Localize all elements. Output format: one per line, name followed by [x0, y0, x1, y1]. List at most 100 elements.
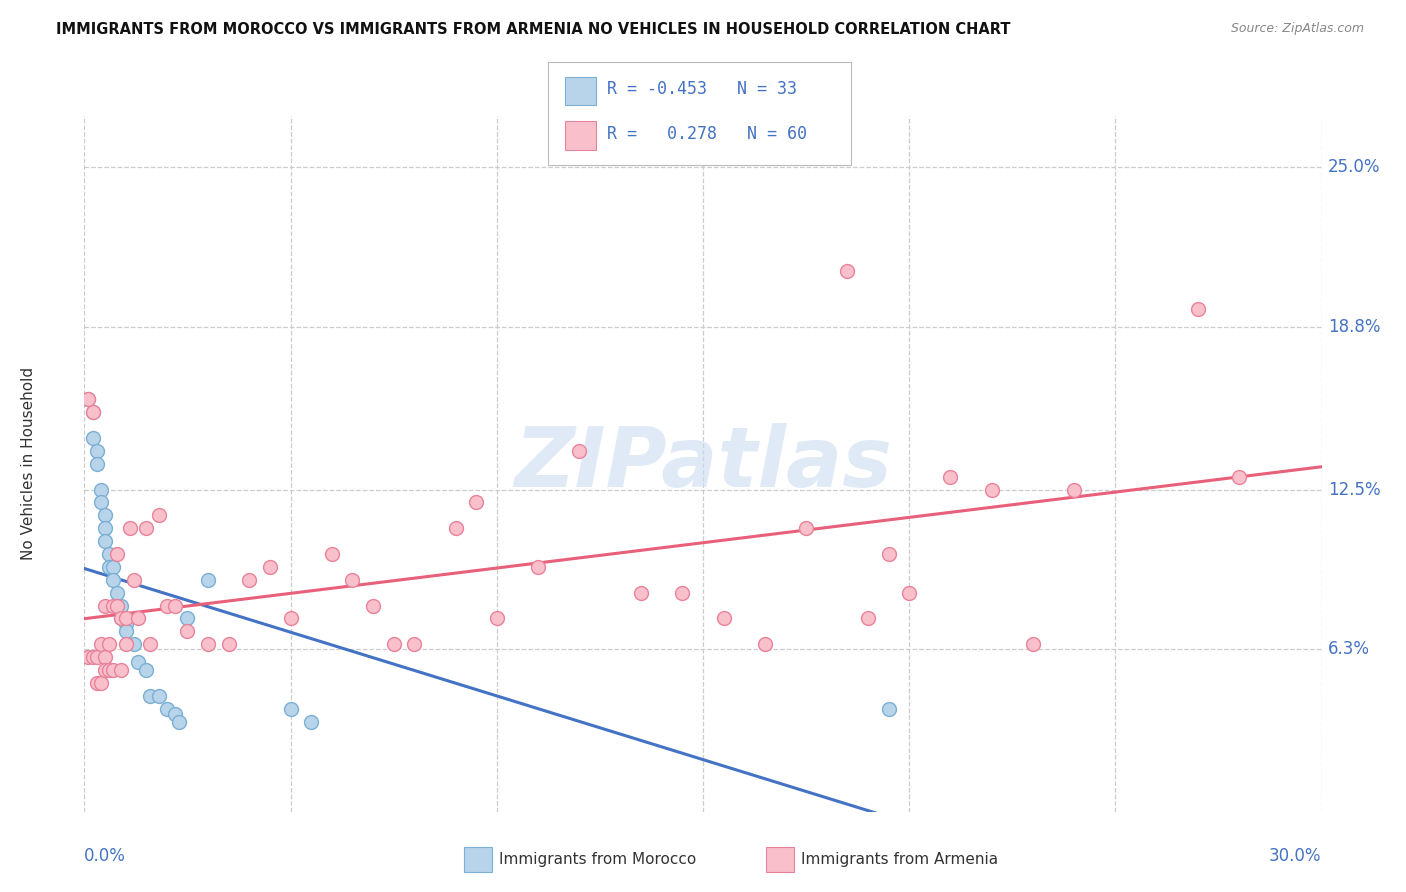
Text: Immigrants from Morocco: Immigrants from Morocco [499, 853, 696, 867]
Point [114, 616, 136, 631]
Point [135, 521, 157, 535]
Point [105, 547, 128, 561]
Point [1187, 302, 1209, 317]
Point [77, 392, 100, 407]
Point [980, 483, 1002, 497]
Point [77, 392, 100, 407]
Point [82, 405, 104, 419]
Point [167, 714, 190, 729]
Point [176, 624, 198, 639]
Point [127, 611, 149, 625]
Point [103, 599, 125, 613]
Point [135, 663, 157, 677]
Point [86, 457, 108, 471]
Text: 6.3%: 6.3% [1327, 640, 1369, 658]
Point [110, 611, 132, 625]
Point [485, 611, 508, 625]
Point [105, 599, 128, 613]
Point [342, 573, 364, 587]
Point [90, 483, 112, 497]
Point [82, 431, 104, 445]
Point [197, 637, 219, 651]
Point [671, 585, 693, 599]
Point [90, 637, 112, 651]
Point [148, 689, 170, 703]
Point [94, 599, 117, 613]
Point [630, 585, 652, 599]
Point [156, 599, 179, 613]
Point [218, 637, 240, 651]
Point [939, 469, 962, 483]
Point [404, 637, 426, 651]
Point [197, 573, 219, 587]
Point [82, 405, 104, 419]
Point [837, 263, 859, 277]
Point [110, 611, 132, 625]
Point [877, 547, 900, 561]
Point [118, 521, 141, 535]
Point [122, 637, 145, 651]
Text: R =   0.278   N = 60: R = 0.278 N = 60 [607, 125, 807, 143]
Point [94, 663, 117, 677]
Text: No Vehicles in Household: No Vehicles in Household [21, 368, 37, 560]
Point [114, 637, 136, 651]
Point [444, 521, 467, 535]
Point [110, 599, 132, 613]
Point [114, 611, 136, 625]
Point [238, 573, 260, 587]
Point [103, 573, 125, 587]
Point [299, 714, 322, 729]
Text: 25.0%: 25.0% [1327, 159, 1381, 177]
Point [90, 676, 112, 690]
Point [105, 585, 128, 599]
Point [98, 663, 121, 677]
Point [94, 650, 117, 665]
Point [568, 444, 591, 458]
Text: 30.0%: 30.0% [1270, 847, 1322, 864]
Point [127, 655, 149, 669]
Text: 0.0%: 0.0% [84, 847, 127, 864]
Point [898, 585, 921, 599]
Text: 18.8%: 18.8% [1327, 318, 1381, 336]
Point [94, 508, 117, 523]
Text: ZIPatlas: ZIPatlas [515, 424, 891, 504]
Point [465, 495, 488, 509]
Text: IMMIGRANTS FROM MOROCCO VS IMMIGRANTS FROM ARMENIA NO VEHICLES IN HOUSEHOLD CORR: IMMIGRANTS FROM MOROCCO VS IMMIGRANTS FR… [56, 22, 1011, 37]
Text: 12.5%: 12.5% [1327, 481, 1381, 499]
Point [280, 701, 302, 715]
Point [856, 611, 879, 625]
Point [754, 637, 776, 651]
Point [259, 560, 281, 574]
Text: R = -0.453   N = 33: R = -0.453 N = 33 [607, 80, 797, 98]
Point [794, 521, 817, 535]
Point [90, 495, 112, 509]
Point [139, 637, 162, 651]
Point [165, 599, 187, 613]
Point [105, 599, 128, 613]
Point [98, 547, 121, 561]
Point [1022, 637, 1045, 651]
Point [382, 637, 405, 651]
Point [148, 508, 170, 523]
Point [110, 663, 132, 677]
Point [86, 676, 108, 690]
Point [98, 637, 121, 651]
Point [713, 611, 735, 625]
Point [280, 611, 302, 625]
Point [165, 706, 187, 721]
Point [1063, 483, 1085, 497]
Point [98, 560, 121, 574]
Point [86, 444, 108, 458]
Point [94, 521, 117, 535]
Point [321, 547, 343, 561]
Text: Source: ZipAtlas.com: Source: ZipAtlas.com [1230, 22, 1364, 36]
Point [139, 689, 162, 703]
Point [176, 611, 198, 625]
Text: Immigrants from Armenia: Immigrants from Armenia [801, 853, 998, 867]
Point [156, 701, 179, 715]
Point [94, 534, 117, 549]
Point [1227, 469, 1250, 483]
Point [77, 650, 100, 665]
Point [122, 573, 145, 587]
Point [103, 560, 125, 574]
